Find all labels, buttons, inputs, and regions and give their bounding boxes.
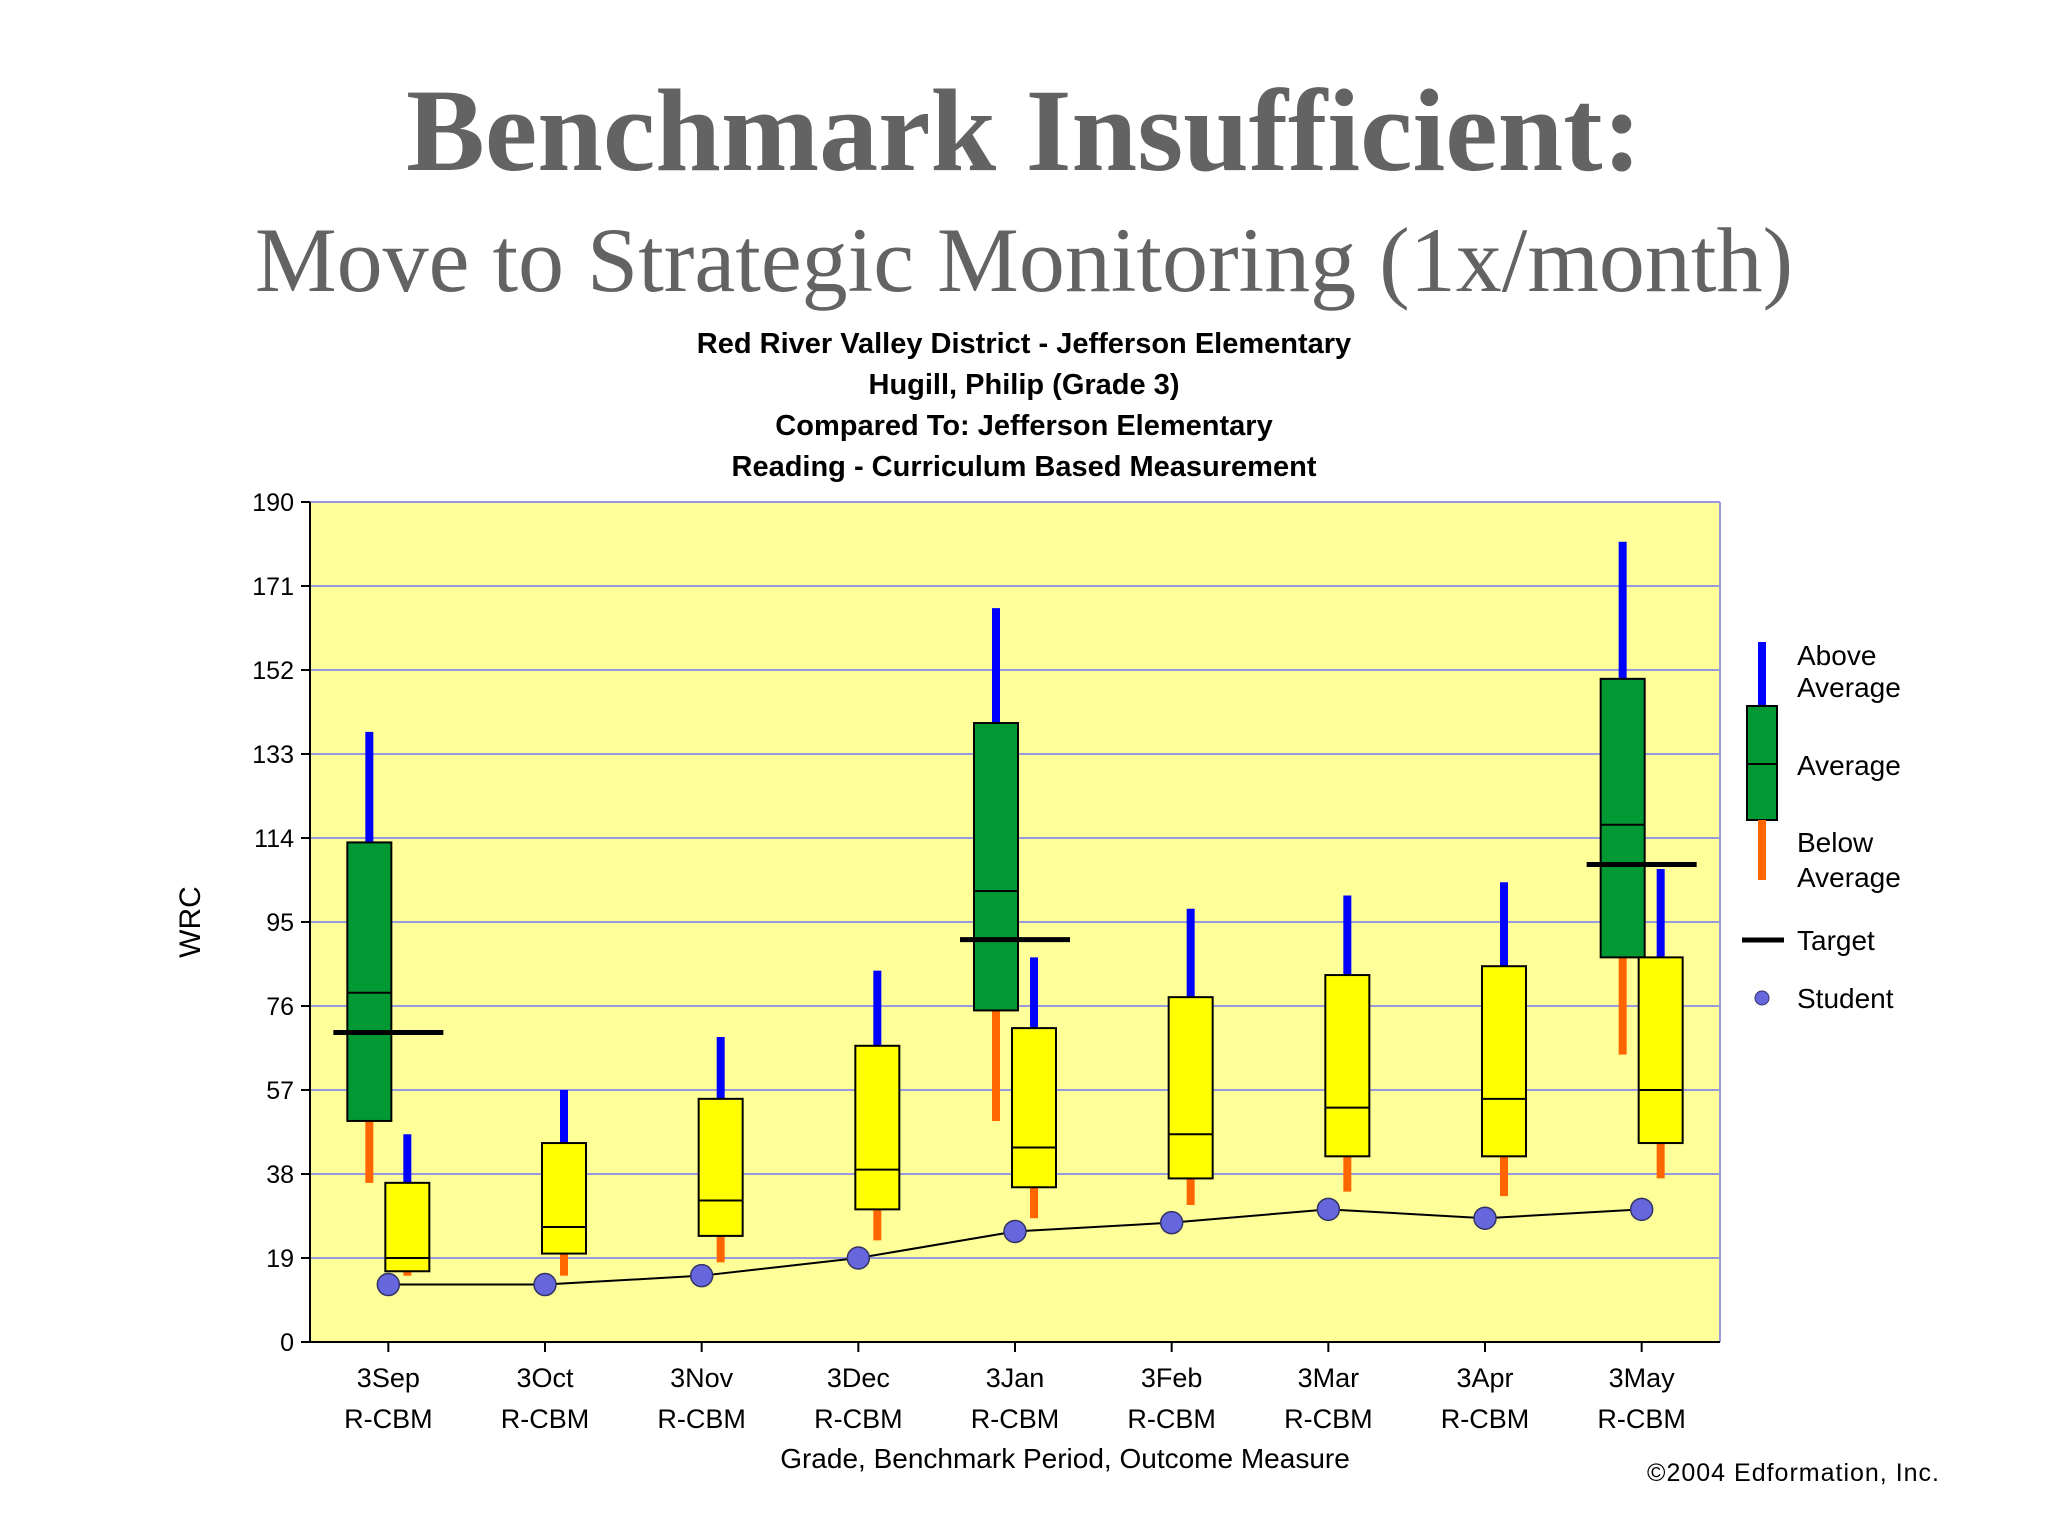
student-point [1003, 1219, 1027, 1244]
legend-above-label-1: Above [1797, 640, 1876, 671]
y-tick-label: 95 [266, 909, 294, 937]
copyright-text: ©2004 Edformation, Inc. [1647, 1459, 1940, 1487]
legend-student-swatch [1754, 990, 1770, 1006]
student-point [376, 1272, 401, 1297]
benchmark-box [973, 722, 1019, 1012]
x-tick-label-sub: R-CBM [814, 1404, 903, 1434]
monitoring-box [1011, 1027, 1057, 1189]
legend: AboveAverageAverageBelowAverageTargetStu… [1742, 640, 1901, 1014]
y-axis-title: WRC [174, 886, 207, 958]
y-tick-label: 0 [280, 1329, 294, 1357]
monitoring-box [384, 1181, 431, 1273]
monitoring-box [541, 1142, 587, 1255]
student-point [689, 1263, 714, 1288]
x-tick-label-sub: R-CBM [344, 1404, 433, 1434]
x-tick-label: 3Mar [1298, 1363, 1360, 1393]
legend-average-label: Average [1797, 750, 1901, 781]
chart-title-line-1: Red River Valley District - Jefferson El… [696, 328, 1352, 360]
y-tick-label: 133 [252, 741, 294, 769]
x-axis-title: Grade, Benchmark Period, Outcome Measure [780, 1443, 1350, 1474]
x-tick-label-sub: R-CBM [657, 1404, 746, 1434]
x-tick-label-sub: R-CBM [1284, 1404, 1373, 1434]
x-tick-label: 3May [1609, 1363, 1676, 1393]
student-point [533, 1272, 557, 1297]
legend-above-label-2: Average [1797, 672, 1901, 703]
monitoring-box [1481, 965, 1527, 1158]
y-tick-label: 76 [266, 993, 294, 1021]
x-tick-label: 3Oct [516, 1363, 574, 1393]
x-tick-label: 3Nov [670, 1363, 734, 1393]
x-tick-label-sub: R-CBM [1441, 1404, 1530, 1434]
chart-marks [333, 541, 1697, 1276]
student-point [1629, 1197, 1654, 1222]
chart-title-line-2: Hugill, Philip (Grade 3) [868, 369, 1180, 401]
legend-student-label: Student [1797, 983, 1894, 1014]
x-tick-label: 3Dec [827, 1363, 890, 1393]
y-tick-label: 38 [266, 1161, 294, 1189]
y-tick-label: 152 [252, 657, 294, 685]
monitoring-box [697, 1097, 744, 1237]
y-tick-label: 114 [254, 825, 294, 853]
slide-title: Benchmark Insufficient: [406, 65, 1642, 196]
monitoring-box [1167, 996, 1214, 1180]
legend-target-label: Target [1797, 925, 1875, 956]
x-tick-label-sub: R-CBM [1597, 1404, 1686, 1434]
monitoring-box [854, 1044, 901, 1211]
legend-below-label-2: Average [1797, 862, 1901, 893]
slide-subtitle: Move to Strategic Monitoring (1x/month) [254, 209, 1794, 311]
y-tick-label: 19 [266, 1245, 294, 1273]
x-tick-label-sub: R-CBM [971, 1404, 1060, 1434]
benchmark-box [346, 841, 393, 1122]
x-tick-label: 3Feb [1141, 1363, 1203, 1393]
student-point [846, 1246, 871, 1270]
y-tick-label: 190 [252, 489, 294, 517]
x-tick-label-sub: R-CBM [501, 1404, 590, 1434]
x-tick-label: 3Jan [986, 1363, 1045, 1393]
axes [301, 501, 1721, 1352]
student-point [1159, 1210, 1184, 1235]
x-tick-label: 3Sep [357, 1363, 420, 1393]
monitoring-box [1637, 956, 1684, 1145]
student-series [376, 1197, 1654, 1297]
monitoring-box [1324, 974, 1371, 1158]
student-point [1473, 1206, 1497, 1230]
axis-labels: 0 19 38 57 76 95 114 133 152 171 190 3Sep R-CBM 3Oct R… [174, 489, 1940, 1487]
x-tick-label-sub: R-CBM [1127, 1404, 1216, 1434]
y-tick-label: 171 [252, 573, 294, 601]
benchmark-box [1599, 677, 1646, 959]
chart-title-line-3: Compared To: Jefferson Elementary [775, 410, 1273, 442]
student-point [1316, 1197, 1341, 1222]
chart-title-line-4: Reading - Curriculum Based Measurement [731, 451, 1317, 483]
x-tick-label: 3Apr [1456, 1363, 1513, 1393]
legend-below-label-1: Below [1797, 827, 1874, 858]
y-tick-label: 57 [266, 1077, 294, 1105]
